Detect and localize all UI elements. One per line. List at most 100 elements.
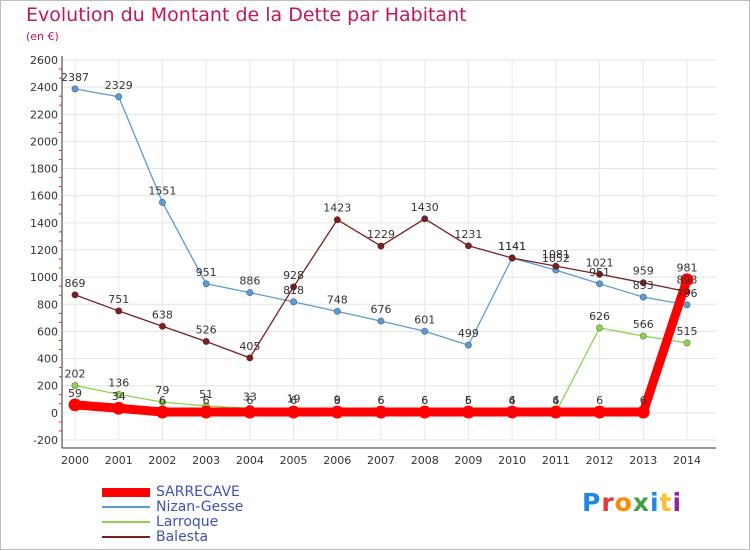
data-label-sarrecave: 6 — [246, 394, 253, 407]
data-point-sarrecave — [505, 405, 519, 419]
logo-letter: o — [614, 488, 633, 517]
y-tick-label: 2600 — [30, 54, 58, 67]
data-point-larroque — [639, 332, 647, 340]
y-tick-label: 2400 — [30, 81, 58, 94]
data-point-nizan-gesse — [377, 317, 385, 325]
legend-item-nizan-gesse: Nizan-Gesse — [102, 499, 243, 515]
data-point-sarrecave — [156, 405, 169, 419]
data-label-larroque: 4 — [509, 394, 516, 407]
data-label-nizan-gesse: 2387 — [61, 71, 89, 84]
data-point-larroque — [595, 324, 604, 332]
y-tick-label: 2000 — [30, 135, 58, 148]
legend-label: SARRECAVE — [156, 484, 240, 500]
data-point-sarrecave — [549, 405, 563, 419]
data-point-nizan-gesse — [115, 93, 123, 101]
data-point-nizan-gesse — [158, 198, 167, 206]
y-tick-label: 1000 — [30, 271, 58, 284]
data-point-sarrecave — [418, 405, 432, 419]
x-tick-label: 2004 — [236, 454, 264, 467]
data-point-larroque — [683, 339, 691, 347]
data-label-nizan-gesse: 748 — [327, 293, 348, 306]
proxiti-logo: Proxiti — [582, 488, 682, 517]
data-point-balesta — [421, 215, 429, 223]
data-point-sarrecave — [68, 398, 82, 412]
data-point-sarrecave — [330, 405, 344, 419]
x-tick-label: 2005 — [280, 454, 308, 467]
y-tick-label: 200 — [37, 380, 58, 393]
data-point-sarrecave — [593, 405, 606, 419]
data-point-larroque — [115, 390, 123, 398]
data-label-larroque: 515 — [677, 325, 698, 338]
data-label-nizan-gesse: 1052 — [542, 252, 570, 265]
legend-label: Nizan-Gesse — [156, 499, 244, 515]
data-label-nizan-gesse: 601 — [414, 313, 435, 326]
data-point-sarrecave — [287, 405, 300, 419]
data-point-larroque — [158, 398, 167, 406]
data-label-nizan-gesse: 676 — [371, 303, 392, 316]
y-tick-label: 400 — [37, 353, 58, 366]
x-tick-label: 2007 — [367, 454, 395, 467]
data-point-larroque — [71, 381, 79, 390]
data-point-balesta — [246, 354, 254, 362]
data-label-balesta: 1021 — [586, 256, 614, 269]
data-label-balesta: 1141 — [498, 240, 526, 253]
data-label-larroque: 9 — [334, 394, 341, 407]
y-tick-label: 800 — [37, 298, 58, 311]
data-label-sarrecave: 981 — [677, 262, 698, 275]
data-label-sarrecave: 59 — [68, 387, 82, 400]
data-label-balesta: 1423 — [323, 202, 351, 215]
legend-swatch — [102, 521, 150, 523]
x-tick-label: 2012 — [586, 454, 614, 467]
data-point-sarrecave — [636, 405, 650, 419]
data-point-balesta — [639, 279, 647, 287]
logo-letter: t — [659, 488, 673, 517]
data-label-balesta: 1081 — [542, 248, 570, 261]
data-label-nizan-gesse: 951 — [196, 266, 217, 279]
data-point-nizan-gesse — [202, 280, 210, 288]
data-point-balesta — [595, 270, 604, 278]
data-point-nizan-gesse — [595, 280, 604, 288]
data-label-balesta: 526 — [196, 323, 217, 336]
data-point-nizan-gesse — [71, 85, 79, 93]
data-label-nizan-gesse: 951 — [589, 266, 610, 279]
data-point-balesta — [289, 283, 298, 291]
data-label-nizan-gesse: 886 — [239, 275, 260, 288]
legend-item-balesta: Balesta — [102, 529, 208, 545]
data-label-nizan-gesse: 2329 — [105, 79, 133, 92]
data-point-sarrecave — [243, 405, 257, 419]
data-label-sarrecave: 6 — [421, 394, 428, 407]
data-point-sarrecave — [462, 405, 475, 419]
x-tick-label: 2003 — [192, 454, 220, 467]
data-point-nizan-gesse — [683, 301, 691, 309]
y-tick-label: 1800 — [30, 163, 58, 176]
data-point-nizan-gesse — [289, 298, 298, 306]
chart-subtitle: (en €) — [26, 30, 59, 43]
data-label-sarrecave: 6 — [290, 394, 297, 407]
data-label-larroque: 566 — [633, 318, 654, 331]
legend-label: Balesta — [156, 529, 209, 545]
data-label-balesta: 1430 — [411, 201, 439, 214]
legend-item-sarrecave: SARRECAVE — [102, 484, 240, 500]
legend-label: Larroque — [156, 514, 219, 530]
y-tick-label: -200 — [33, 434, 58, 447]
data-point-balesta — [552, 262, 560, 270]
data-point-balesta — [508, 254, 516, 262]
axes: -200 0 200 400 600 800 1000 1200 1400 1600 1800 200… — [30, 54, 716, 467]
y-tick-label: 1600 — [30, 190, 58, 203]
data-point-balesta — [71, 291, 79, 299]
data-point-nizan-gesse — [464, 341, 473, 349]
data-label-larroque: 79 — [155, 384, 169, 397]
data-label-sarrecave: 6 — [334, 394, 341, 407]
data-point-sarrecave — [199, 405, 213, 419]
y-tick-label: 2200 — [30, 108, 58, 121]
grid — [62, 59, 716, 441]
data-label-balesta: 1231 — [454, 228, 482, 241]
data-label-larroque: 6 — [421, 394, 428, 407]
data-label-sarrecave: 6 — [465, 394, 472, 407]
data-point-balesta — [464, 242, 473, 250]
data-label-balesta: 1229 — [367, 228, 395, 241]
data-label-balesta: 751 — [108, 293, 129, 306]
y-tick-label: 0 — [51, 407, 58, 420]
data-label-sarrecave: 6 — [640, 394, 647, 407]
